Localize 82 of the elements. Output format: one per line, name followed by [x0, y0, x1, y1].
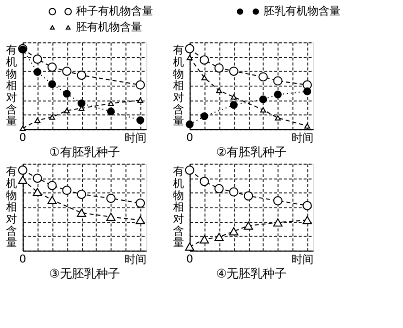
x-axis-title: 时间	[292, 253, 314, 266]
point	[230, 101, 238, 109]
point	[49, 114, 56, 120]
point	[76, 208, 86, 217]
text: ③无胚乳种子	[49, 266, 120, 280]
point	[214, 63, 224, 73]
y-axis-title: 有机物相对含量	[172, 165, 184, 250]
point	[107, 108, 115, 116]
point	[244, 191, 254, 201]
point	[136, 216, 145, 224]
legend-label: 胚乳有机物含量	[264, 4, 341, 18]
point	[229, 187, 238, 197]
point	[106, 194, 116, 203]
point	[137, 98, 144, 103]
point	[273, 218, 282, 227]
point	[200, 176, 209, 186]
point	[64, 108, 70, 114]
point	[136, 198, 145, 208]
x-axis-title: 时间	[292, 132, 314, 145]
point	[260, 107, 266, 112]
point	[47, 180, 57, 190]
point	[186, 54, 193, 60]
point	[229, 227, 238, 236]
point	[185, 242, 194, 251]
x-axis-title: 时间	[124, 132, 147, 145]
point	[32, 54, 42, 64]
point	[304, 123, 310, 129]
text: 0	[19, 131, 26, 144]
point	[34, 118, 40, 123]
legend-label: 胚有机物含量	[76, 20, 142, 34]
point	[62, 90, 71, 98]
point	[136, 80, 145, 90]
point	[20, 126, 26, 131]
point	[229, 66, 238, 76]
text: 0	[186, 252, 194, 266]
text: ②有胚乳种子	[216, 144, 287, 159]
point	[32, 174, 42, 183]
y-axis-title: 有机物相对含量	[172, 44, 184, 128]
point	[76, 190, 86, 199]
point	[48, 80, 56, 88]
point	[274, 90, 282, 98]
point	[200, 112, 208, 120]
point	[303, 87, 312, 96]
point	[34, 68, 42, 76]
point	[230, 94, 237, 100]
point	[136, 116, 144, 124]
point	[273, 76, 282, 86]
point	[214, 232, 224, 242]
point	[47, 196, 57, 204]
point	[244, 222, 254, 230]
point	[185, 44, 194, 54]
legend-label: 种子有机物含量	[76, 4, 154, 18]
point	[302, 216, 312, 224]
y-axis-title: 有机物相对含量	[6, 165, 17, 250]
point	[18, 176, 28, 184]
point	[78, 100, 86, 108]
point	[76, 70, 86, 80]
x-axis-title: 时间	[124, 253, 147, 266]
point	[258, 72, 268, 82]
point	[106, 212, 116, 221]
point	[216, 88, 222, 94]
point	[62, 66, 72, 76]
point	[273, 196, 282, 206]
point	[108, 100, 114, 106]
point	[302, 200, 312, 210]
text: ①有胚乳种子	[49, 144, 120, 159]
point	[201, 75, 208, 80]
y-axis-title: 有机物相对含量	[6, 44, 17, 128]
point	[274, 115, 281, 121]
point	[47, 62, 57, 72]
point	[214, 184, 224, 194]
point	[200, 55, 209, 65]
text: 0	[186, 131, 194, 144]
point	[200, 235, 209, 244]
point	[259, 95, 268, 104]
text: ④无胚乳种子	[216, 266, 287, 280]
point	[32, 188, 42, 196]
text: 0	[19, 252, 26, 266]
point	[185, 166, 194, 175]
point	[62, 186, 72, 195]
point	[18, 166, 28, 175]
point	[186, 120, 194, 128]
